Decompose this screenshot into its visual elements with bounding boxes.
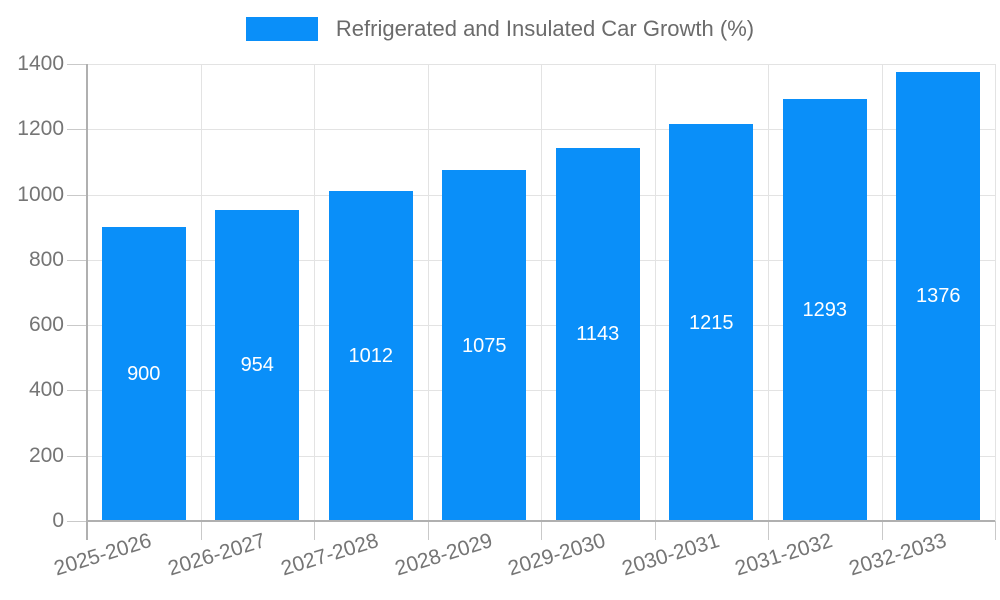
ytick-label-800: 800	[28, 247, 64, 271]
gridline-x-1	[200, 64, 202, 521]
bar-2032-2033[interactable]: 1376	[896, 71, 981, 521]
bar-2027-2028[interactable]: 1012	[328, 190, 413, 521]
bar-value-label: 954	[240, 354, 274, 377]
ytick-label-200: 200	[28, 443, 64, 467]
gridline-x-3	[427, 64, 429, 521]
xtick-label-2027-2028: 2027-2028	[278, 529, 382, 581]
bar-2028-2029[interactable]: 1075	[442, 170, 527, 521]
bar-2026-2027[interactable]: 954	[215, 209, 300, 521]
legend: Refrigerated and Insulated Car Growth (%…	[0, 16, 1000, 42]
ytick-label-1000: 1000	[17, 182, 64, 206]
ytick-label-400: 400	[28, 378, 64, 402]
bar-2025-2026[interactable]: 900	[101, 227, 186, 521]
xtick-mark-8	[995, 521, 996, 540]
gridline-x-4	[541, 64, 542, 521]
ytick-mark-400	[67, 390, 87, 392]
xtick-mark-4	[541, 521, 542, 540]
xtick-label-2031-2032: 2031-2032	[732, 529, 836, 581]
ytick-mark-1000	[67, 194, 87, 196]
ytick-mark-600	[67, 325, 87, 327]
xtick-mark-6	[768, 521, 769, 540]
bar-value-label: 1293	[802, 298, 848, 321]
xtick-label-2032-2033: 2032-2033	[846, 529, 949, 581]
gridline-x-8	[995, 64, 996, 521]
gridline-x-5	[654, 64, 656, 521]
legend-swatch[interactable]	[245, 17, 318, 41]
xtick-mark-3	[427, 521, 429, 540]
gridline-x-7	[881, 64, 883, 521]
ytick-mark-1200	[67, 129, 87, 131]
xtick-label-2026-2027: 2026-2027	[165, 529, 268, 581]
ytick-label-600: 600	[28, 313, 64, 337]
gridline-x-6	[768, 64, 769, 521]
xtick-label-2025-2026: 2025-2026	[51, 529, 155, 581]
ytick-label-0: 0	[52, 509, 64, 532]
ytick-mark-200	[67, 455, 87, 457]
bar-value-label: 1376	[916, 285, 961, 308]
xtick-label-2028-2029: 2028-2029	[392, 529, 495, 581]
legend-label[interactable]: Refrigerated and Insulated Car Growth (%…	[335, 16, 755, 41]
bar-2029-2030[interactable]: 1143	[555, 147, 640, 521]
ytick-label-1200: 1200	[17, 117, 64, 141]
xtick-mark-1	[200, 521, 202, 540]
bar-value-label: 1012	[348, 344, 394, 367]
x-axis-line	[87, 520, 995, 522]
bar-value-label: 1215	[689, 311, 734, 334]
gridline-x-2	[314, 64, 315, 521]
ytick-mark-1400	[67, 64, 87, 65]
xtick-mark-5	[654, 521, 656, 540]
xtick-mark-7	[881, 521, 883, 540]
bar-2031-2032[interactable]: 1293	[782, 98, 867, 521]
bar-value-label: 900	[127, 363, 161, 386]
y-axis-line	[86, 64, 88, 540]
bar-value-label: 1143	[576, 323, 620, 346]
ytick-mark-0	[67, 521, 87, 522]
bar-2030-2031[interactable]: 1215	[669, 124, 754, 521]
ytick-mark-800	[67, 259, 87, 261]
xtick-mark-2	[314, 521, 315, 540]
xtick-label-2029-2030: 2029-2030	[505, 529, 609, 581]
bar-value-label: 1075	[462, 334, 507, 357]
xtick-label-2030-2031: 2030-2031	[619, 529, 722, 581]
ytick-label-1400: 1400	[17, 52, 64, 75]
